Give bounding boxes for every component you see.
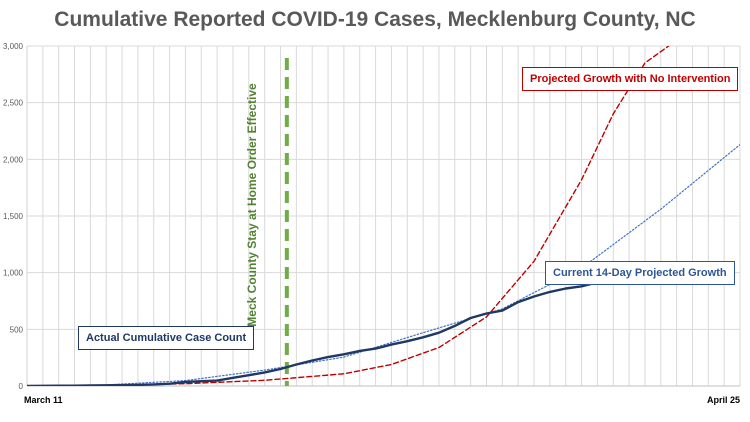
legend-no-intervention: Projected Growth with No Intervention xyxy=(522,67,739,91)
series-line-projected-growth-with-no-intervention xyxy=(27,46,670,386)
y-tick-label: 1,000 xyxy=(3,269,24,278)
stay-at-home-label: Meck County Stay at Home Order Effective xyxy=(245,83,259,327)
legend-actual-cases: Actual Cumulative Case Count xyxy=(78,326,255,350)
legend-14-day-projection: Current 14-Day Projected Growth xyxy=(545,261,735,285)
y-axis-ticks: 0 500 1,000 1,500 2,000 2,500 3,000 xyxy=(3,42,24,391)
series-line-actual-cumulative-case-count xyxy=(27,279,615,386)
chart-title: Cumulative Reported COVID-19 Cases, Meck… xyxy=(54,8,696,31)
y-tick-label: 3,000 xyxy=(3,42,24,51)
y-tick-label: 1,500 xyxy=(3,212,24,221)
y-tick-label: 500 xyxy=(10,325,24,334)
series-line-current-14-day-projected-growth xyxy=(27,144,740,386)
y-tick-label: 2,500 xyxy=(3,99,24,108)
y-tick-label: 0 xyxy=(19,382,24,391)
series-layer xyxy=(27,46,740,386)
x-axis-end-label: April 25 xyxy=(707,395,741,405)
y-tick-label: 2,000 xyxy=(3,155,24,164)
x-axis-start-label: March 11 xyxy=(24,395,63,405)
